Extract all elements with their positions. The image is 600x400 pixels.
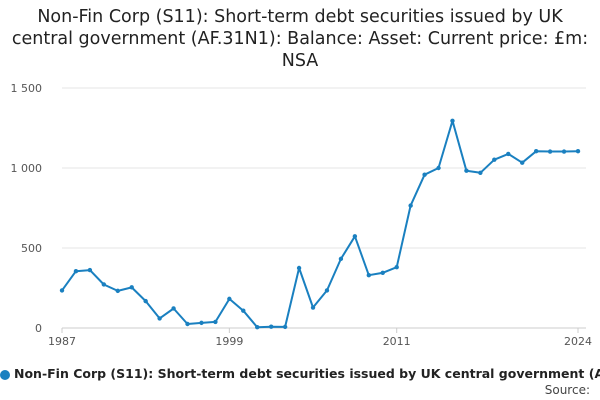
data-point [268, 324, 274, 329]
data-point [422, 172, 427, 177]
x-tick-label: 2011 [383, 335, 411, 348]
legend-swatch [0, 369, 10, 380]
chart-title: Non-Fin Corp (S11): Short-term debt secu… [11, 7, 589, 71]
data-point [436, 165, 441, 171]
data-point [241, 308, 246, 313]
data-point [185, 321, 190, 327]
data-point [157, 316, 162, 321]
data-point [533, 149, 539, 154]
data-point [324, 288, 330, 293]
data-point [520, 160, 525, 165]
y-tick-label: 0 [35, 322, 42, 335]
data-point [115, 288, 120, 294]
data-point [143, 298, 148, 304]
y-tick-label: 1 000 [11, 162, 43, 175]
data-point [408, 203, 413, 208]
data-point [171, 306, 176, 311]
data-point [310, 305, 316, 310]
x-tick-label: 1987 [48, 335, 76, 348]
data-point [227, 296, 232, 302]
data-point [87, 267, 93, 273]
y-tick-label: 1 500 [11, 82, 43, 95]
data-point [380, 270, 385, 275]
data-point [73, 269, 79, 274]
data-point [59, 288, 65, 293]
data-point [366, 273, 372, 278]
data-point [450, 118, 455, 124]
series-layer [59, 118, 581, 330]
data-point [561, 149, 567, 154]
legend: Non-Fin Corp (S11): Short-term debt secu… [0, 366, 600, 382]
data-point [213, 319, 218, 325]
data-point [255, 325, 260, 330]
data-point [129, 285, 134, 290]
source-label: Source: [544, 383, 590, 397]
y-axis: 0 500 1 000 1 500 [11, 82, 43, 335]
data-point [199, 320, 204, 326]
data-point [492, 157, 497, 162]
data-point [352, 234, 358, 239]
x-tick-label: 2024 [564, 335, 592, 348]
data-point [547, 149, 553, 154]
data-point [394, 265, 399, 270]
data-point [478, 170, 483, 175]
x-axis: 1987 1999 2011 2024 [48, 328, 592, 348]
data-point [506, 151, 511, 157]
x-tick-label: 1999 [215, 335, 243, 348]
legend-label: Non-Fin Corp (S11): Short-term debt secu… [14, 366, 600, 381]
data-point [338, 256, 344, 262]
data-point [575, 149, 581, 154]
series-line [61, 119, 579, 329]
data-point [101, 282, 107, 287]
data-point [296, 265, 302, 271]
data-point [464, 168, 469, 173]
data-point [282, 324, 288, 330]
grid-lines [62, 87, 586, 329]
y-tick-label: 500 [21, 242, 42, 255]
